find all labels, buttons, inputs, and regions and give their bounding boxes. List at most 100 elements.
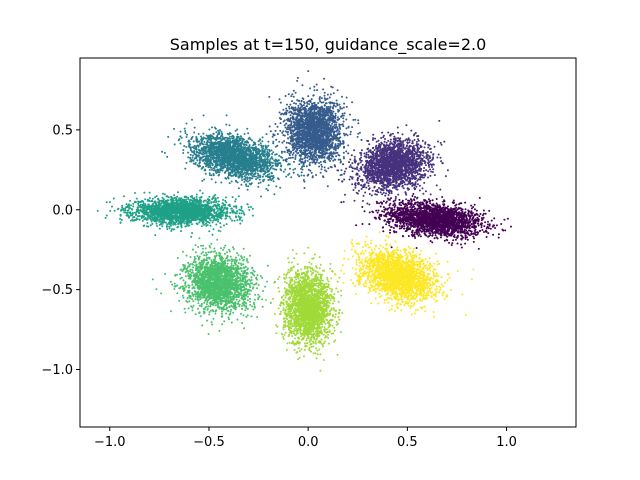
data-point	[385, 192, 387, 195]
data-point	[380, 137, 383, 139]
data-point	[410, 173, 413, 175]
data-point	[379, 205, 382, 208]
data-point	[440, 227, 443, 230]
data-point	[397, 131, 399, 134]
data-point	[417, 173, 419, 176]
data-point	[402, 152, 405, 155]
data-point	[288, 105, 290, 108]
data-point	[350, 166, 353, 169]
data-point	[452, 213, 455, 216]
data-point	[374, 193, 377, 196]
chart-title: Samples at t=150, guidance_scale=2.0	[170, 35, 487, 55]
data-point	[385, 144, 388, 146]
data-point	[416, 211, 419, 214]
data-point	[474, 228, 477, 231]
data-point	[375, 151, 378, 154]
data-point	[394, 167, 397, 170]
data-point	[411, 214, 414, 217]
data-point	[441, 220, 444, 223]
data-point	[425, 214, 428, 217]
data-point	[385, 186, 388, 189]
data-point	[414, 165, 417, 167]
data-point	[341, 95, 343, 98]
data-point	[387, 131, 390, 134]
data-point	[355, 224, 358, 227]
data-point	[417, 164, 420, 167]
data-point	[291, 153, 294, 156]
data-point	[477, 222, 480, 225]
data-point	[360, 139, 363, 141]
data-point	[434, 212, 437, 215]
data-point	[342, 200, 345, 203]
data-point	[416, 183, 419, 186]
data-point	[437, 216, 440, 219]
data-point	[398, 161, 401, 163]
data-point	[368, 203, 371, 206]
data-point	[424, 164, 427, 167]
data-point	[399, 178, 401, 181]
data-point	[510, 225, 512, 228]
data-point	[472, 219, 475, 222]
data-point	[430, 227, 433, 230]
data-point	[393, 206, 396, 209]
data-point	[392, 200, 395, 203]
data-point	[429, 223, 432, 226]
data-point	[442, 222, 445, 225]
data-point	[385, 149, 388, 152]
data-point	[408, 159, 411, 162]
data-point	[390, 246, 393, 249]
data-point	[381, 164, 384, 166]
data-point	[438, 229, 441, 231]
data-point	[437, 232, 440, 235]
data-point	[427, 198, 430, 201]
data-point	[382, 143, 385, 146]
data-point	[390, 211, 393, 214]
data-point	[375, 182, 378, 185]
data-point	[411, 169, 414, 172]
data-point	[427, 162, 430, 165]
data-point	[368, 164, 371, 167]
data-point	[490, 219, 493, 222]
data-point	[356, 168, 359, 171]
data-point	[437, 213, 440, 216]
data-point	[392, 227, 395, 229]
data-point	[360, 154, 363, 156]
data-point	[383, 173, 386, 176]
data-point	[410, 208, 413, 211]
data-point	[477, 231, 480, 234]
data-point	[429, 156, 432, 159]
data-point	[436, 210, 439, 213]
data-point	[414, 169, 417, 172]
data-point	[466, 217, 468, 220]
data-point	[410, 175, 413, 177]
data-point	[365, 161, 368, 164]
data-point	[395, 173, 398, 175]
data-point	[458, 211, 460, 214]
data-point	[406, 179, 408, 182]
data-point	[473, 226, 476, 229]
data-point	[399, 209, 402, 212]
data-point	[374, 167, 377, 170]
data-point	[371, 179, 374, 182]
data-point	[455, 228, 458, 231]
data-point	[480, 217, 483, 220]
data-point	[353, 199, 356, 202]
data-point	[398, 198, 401, 201]
data-point	[392, 160, 395, 162]
data-point	[422, 192, 425, 195]
data-point	[407, 220, 410, 223]
data-point	[385, 167, 388, 170]
data-point	[477, 218, 480, 220]
data-point	[413, 138, 416, 141]
data-point	[429, 193, 432, 196]
data-point	[417, 138, 419, 141]
data-point	[342, 120, 345, 123]
data-point	[287, 93, 290, 96]
data-point	[291, 156, 294, 159]
data-point	[385, 223, 388, 226]
data-point	[473, 203, 476, 206]
data-point	[429, 168, 431, 171]
data-point	[404, 183, 406, 186]
data-point	[487, 232, 490, 235]
data-point	[481, 214, 484, 217]
